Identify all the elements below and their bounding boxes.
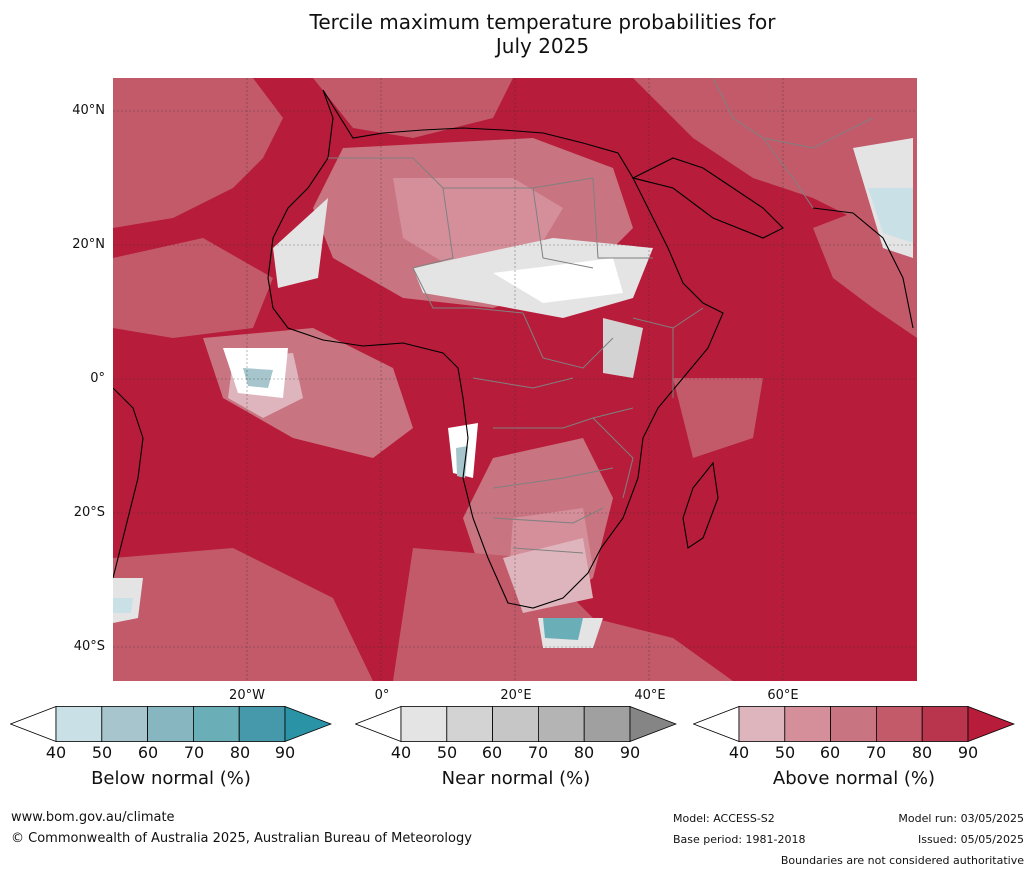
colorbar-high-extend (284, 706, 332, 742)
tick-above-90: 90 (957, 743, 979, 762)
colorbar-bin-5 (921, 706, 969, 742)
footer-model: Model: ACCESS-S2 (673, 812, 775, 825)
colorbar-bin-1 (738, 706, 786, 742)
footer-issued: Issued: 05/05/2025 (917, 833, 1024, 846)
lon-label-40e: 40°E (634, 688, 666, 703)
tick-above-80: 80 (911, 743, 933, 762)
colorbar-high-extend (629, 706, 677, 742)
footer-disclaimer: Boundaries are not considered authoritat… (780, 854, 1024, 867)
colorbar-bin-4 (875, 706, 923, 742)
tick-below-50: 50 (91, 743, 113, 762)
tick-below-80: 80 (229, 743, 251, 762)
tick-above-60: 60 (819, 743, 841, 762)
tick-below-90: 90 (274, 743, 296, 762)
lat-label-40s: 40°S (73, 639, 105, 654)
coastlines (113, 89, 914, 609)
tick-near-70: 70 (527, 743, 549, 762)
colorbar-bin-2 (101, 706, 149, 742)
lon-label-20e: 20°E (500, 688, 532, 703)
tick-below-60: 60 (137, 743, 159, 762)
tick-near-80: 80 (573, 743, 595, 762)
lon-label-0: 0° (374, 688, 390, 703)
tick-near-90: 90 (619, 743, 641, 762)
tick-above-70: 70 (865, 743, 887, 762)
colorbar-high-extend (967, 706, 1015, 742)
colorbar-low-extend (10, 706, 57, 742)
colorbar-above-normal (693, 706, 1015, 742)
tick-above-40: 40 (728, 743, 750, 762)
colorbar-bin-1 (55, 706, 103, 742)
footer-url[interactable]: www.bom.gov.au/climate (11, 810, 175, 825)
lat-label-20n: 20°N (72, 237, 105, 252)
below-normal-zones (113, 188, 913, 640)
colorbar-bin-5 (238, 706, 286, 742)
tick-below-40: 40 (45, 743, 67, 762)
graticule (113, 78, 917, 681)
colorbar-bin-4 (192, 706, 240, 742)
lat-label-20s: 20°S (73, 505, 105, 520)
lon-label-60e: 60°E (767, 688, 799, 703)
colorbar-low-extend (693, 706, 740, 742)
probability-map (113, 78, 917, 681)
near-normal-zones (113, 138, 913, 648)
colorbar-bin-5 (583, 706, 631, 742)
colorbar-below-normal (10, 706, 332, 742)
colorbar-bin-3 (830, 706, 877, 742)
colorbar-bin-3 (147, 706, 194, 742)
lat-label-0: 0° (90, 371, 105, 386)
tick-below-70: 70 (183, 743, 205, 762)
footer-copyright: © Commonwealth of Australia 2025, Austra… (11, 831, 472, 846)
lat-label-40n: 40°N (72, 103, 105, 118)
title-line-2: July 2025 (495, 34, 590, 58)
colorbar-bin-4 (537, 706, 585, 742)
footer-base-period: Base period: 1981-2018 (673, 833, 806, 846)
footer-model-run: Model run: 03/05/2025 (898, 812, 1024, 825)
tick-near-50: 50 (436, 743, 458, 762)
colorbar-bin-1 (400, 706, 448, 742)
colorbar-bin-3 (492, 706, 539, 742)
colorbar-near-label: Near normal (%) (441, 768, 591, 789)
tick-above-50: 50 (774, 743, 796, 762)
map-title: Tercile maximum temperature probabilitie… (0, 10, 1035, 58)
colorbar-above-label: Above normal (%) (772, 768, 936, 789)
colorbar-near-normal (355, 706, 677, 742)
lon-label-20w: 20°W (229, 688, 265, 703)
tick-near-40: 40 (390, 743, 412, 762)
colorbar-low-extend (355, 706, 402, 742)
colorbar-bin-2 (446, 706, 494, 742)
colorbar-below-label: Below normal (%) (91, 768, 251, 789)
country-borders (328, 78, 874, 554)
map-canvas (113, 78, 917, 681)
title-line-1: Tercile maximum temperature probabilitie… (309, 10, 776, 34)
tick-near-60: 60 (481, 743, 503, 762)
colorbar-bin-2 (784, 706, 832, 742)
